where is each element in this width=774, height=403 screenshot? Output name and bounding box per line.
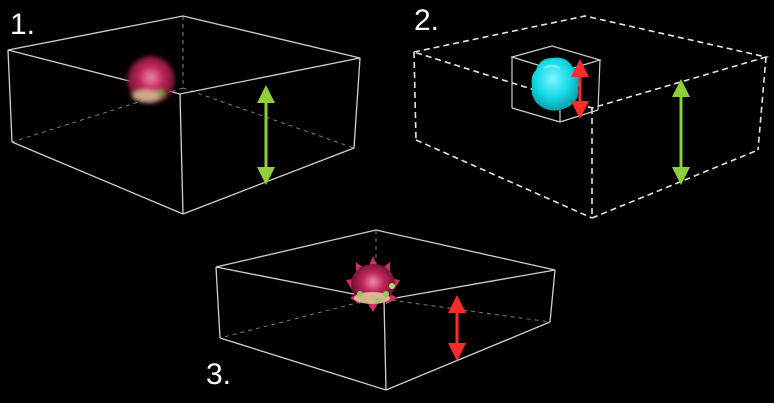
- panel-2-cyan-object: [531, 57, 580, 111]
- panel-2-label: 2.: [414, 4, 440, 37]
- panel-3-flower: [346, 256, 400, 312]
- panel-3-box: [215, 229, 556, 391]
- panel-1-box: [7, 15, 361, 215]
- panel-1-flower: [127, 56, 175, 104]
- panel-1-label: 1.: [10, 8, 36, 41]
- panel-3-label: 3.: [206, 358, 232, 391]
- panel-2-outer-box: [410, 15, 770, 219]
